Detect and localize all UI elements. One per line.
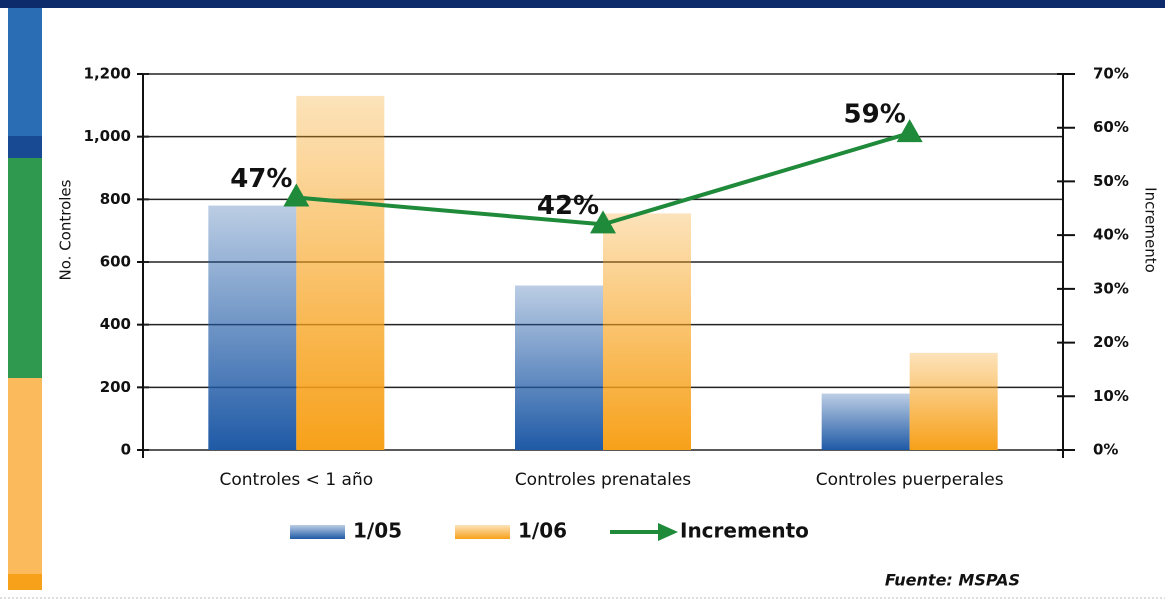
top-band <box>0 0 1165 8</box>
legend-label: 1/06 <box>518 519 567 543</box>
y-tick-label: 200 <box>100 378 131 396</box>
x-tick-label: Controles prenatales <box>515 470 691 490</box>
marker <box>283 183 310 207</box>
x-tick-label: Controles < 1 año <box>220 470 374 490</box>
data-label: 42% <box>537 191 599 221</box>
legend-swatch <box>455 525 510 539</box>
y2-tick-label: 10% <box>1093 387 1129 405</box>
source: Fuente: MSPAS <box>885 571 1020 590</box>
side-stripe <box>8 378 42 574</box>
y2-tick-label: 0% <box>1093 441 1118 459</box>
y-axis-label: No. Controles <box>57 179 75 280</box>
side-stripe <box>8 136 42 158</box>
y-tick-label: 600 <box>100 253 131 271</box>
marker <box>896 119 923 143</box>
x-tick-label: Controles puerperales <box>816 470 1004 490</box>
side-stripe <box>8 574 42 590</box>
y2-tick-label: 40% <box>1093 226 1129 244</box>
y-tick-label: 1,000 <box>84 127 131 145</box>
y2-tick-label: 20% <box>1093 333 1129 351</box>
data-label: 47% <box>230 164 292 194</box>
y-tick-label: 1,200 <box>84 65 131 83</box>
data-label: 59% <box>844 100 906 130</box>
legend-label: 1/05 <box>353 519 402 543</box>
y-tick-label: 800 <box>100 190 131 208</box>
y2-tick-label: 50% <box>1093 172 1129 190</box>
y2-axis-label: Incremento <box>1142 187 1160 273</box>
y-tick-label: 0 <box>121 441 131 459</box>
y2-tick-label: 70% <box>1093 65 1129 83</box>
y-tick-label: 400 <box>100 315 131 333</box>
y2-tick-label: 60% <box>1093 118 1129 136</box>
bar <box>909 352 998 450</box>
y2-tick-label: 30% <box>1093 279 1129 297</box>
bar <box>208 205 297 450</box>
legend-swatch <box>658 523 678 541</box>
legend-swatch <box>290 525 345 539</box>
bar <box>821 393 910 450</box>
marker <box>590 210 616 234</box>
bar <box>296 95 385 450</box>
bar <box>603 213 691 450</box>
side-stripe <box>8 158 42 378</box>
legend-label: Incremento <box>680 519 809 543</box>
side-stripe <box>8 8 42 136</box>
bar <box>515 285 603 450</box>
